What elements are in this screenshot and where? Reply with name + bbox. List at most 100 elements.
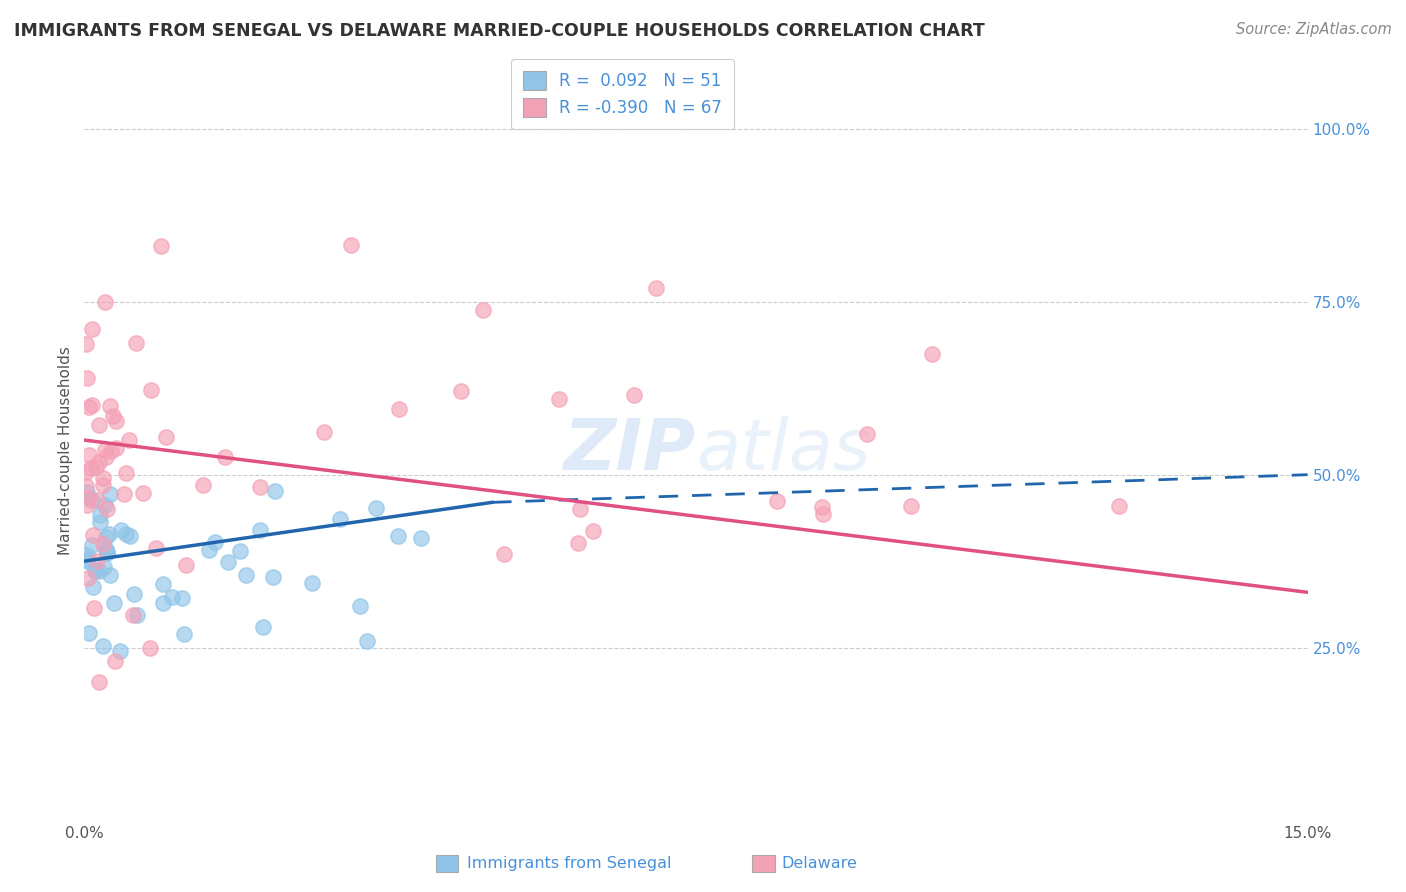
Point bbox=[264, 484, 287, 499]
Point bbox=[118, 529, 141, 543]
Point bbox=[138, 640, 160, 655]
Point bbox=[150, 239, 173, 253]
Point bbox=[91, 537, 114, 551]
Point bbox=[87, 455, 110, 469]
Point bbox=[89, 508, 111, 523]
Point bbox=[191, 478, 214, 492]
Point bbox=[89, 564, 111, 578]
Point bbox=[79, 460, 101, 475]
Point bbox=[94, 530, 117, 544]
Point bbox=[80, 539, 103, 553]
Point bbox=[77, 401, 100, 415]
Legend: R =  0.092   N = 51, R = -0.390   N = 67: R = 0.092 N = 51, R = -0.390 N = 67 bbox=[512, 59, 734, 129]
Point bbox=[811, 500, 834, 514]
Point bbox=[115, 466, 138, 480]
Point bbox=[766, 494, 789, 508]
Point bbox=[94, 442, 117, 457]
Point bbox=[811, 508, 834, 522]
Point bbox=[623, 388, 645, 402]
Point bbox=[75, 552, 97, 566]
Point bbox=[89, 417, 111, 432]
Point bbox=[314, 425, 336, 439]
Point bbox=[84, 565, 107, 579]
Point bbox=[98, 399, 121, 413]
Point bbox=[172, 591, 194, 605]
Point bbox=[91, 639, 114, 653]
Point bbox=[76, 554, 98, 568]
Point bbox=[80, 399, 103, 413]
Point bbox=[76, 491, 98, 505]
Point bbox=[198, 543, 221, 558]
Point bbox=[98, 568, 121, 582]
Point bbox=[644, 281, 666, 295]
Point bbox=[96, 541, 118, 556]
Point bbox=[110, 644, 132, 658]
Point bbox=[76, 371, 98, 385]
Point bbox=[387, 529, 409, 543]
Point bbox=[235, 568, 257, 582]
Point bbox=[174, 558, 197, 572]
Point bbox=[547, 392, 569, 406]
Point bbox=[93, 559, 115, 574]
Point bbox=[77, 448, 100, 462]
Point bbox=[86, 554, 108, 568]
Point bbox=[75, 479, 97, 493]
Point bbox=[252, 620, 274, 634]
Point bbox=[301, 576, 323, 591]
Point bbox=[103, 409, 125, 423]
Point bbox=[82, 581, 104, 595]
Point bbox=[125, 335, 148, 350]
Point bbox=[96, 502, 118, 516]
Point bbox=[122, 607, 145, 622]
Point bbox=[76, 570, 98, 584]
Point bbox=[349, 599, 371, 613]
Text: IMMIGRANTS FROM SENEGAL VS DELAWARE MARRIED-COUPLE HOUSEHOLDS CORRELATION CHART: IMMIGRANTS FROM SENEGAL VS DELAWARE MARR… bbox=[14, 22, 984, 40]
Point bbox=[217, 555, 239, 569]
Point bbox=[155, 430, 177, 444]
Point bbox=[214, 450, 236, 464]
Text: ZIP: ZIP bbox=[564, 416, 696, 485]
Point bbox=[97, 527, 120, 541]
Text: Immigrants from Senegal: Immigrants from Senegal bbox=[467, 856, 671, 871]
Point bbox=[900, 500, 922, 514]
Point bbox=[96, 546, 118, 560]
Point bbox=[1108, 499, 1130, 513]
Point bbox=[100, 444, 122, 458]
Point bbox=[82, 492, 104, 507]
Point bbox=[568, 501, 591, 516]
Text: Source: ZipAtlas.com: Source: ZipAtlas.com bbox=[1236, 22, 1392, 37]
Point bbox=[152, 597, 174, 611]
Point bbox=[118, 434, 141, 448]
Point bbox=[84, 460, 107, 475]
Point bbox=[339, 238, 361, 252]
Point bbox=[104, 655, 127, 669]
Point bbox=[249, 523, 271, 537]
Point bbox=[152, 577, 174, 591]
Point bbox=[76, 498, 98, 512]
Point bbox=[582, 524, 605, 538]
Point bbox=[141, 383, 163, 397]
Point bbox=[131, 486, 153, 500]
Point bbox=[262, 570, 284, 584]
Point bbox=[98, 487, 121, 501]
Y-axis label: Married-couple Households: Married-couple Households bbox=[58, 346, 73, 555]
Point bbox=[112, 487, 135, 501]
Point bbox=[122, 587, 145, 601]
Text: atlas: atlas bbox=[696, 416, 870, 485]
Point bbox=[82, 322, 104, 336]
Point bbox=[89, 515, 111, 529]
Point bbox=[86, 493, 108, 508]
Point bbox=[160, 590, 183, 604]
Point bbox=[75, 337, 97, 351]
Point bbox=[94, 498, 117, 512]
Point bbox=[76, 548, 98, 562]
Point bbox=[409, 531, 432, 545]
Point bbox=[103, 596, 125, 610]
Point bbox=[472, 303, 495, 318]
Point bbox=[83, 563, 105, 577]
Point bbox=[110, 523, 132, 537]
Point bbox=[82, 528, 104, 542]
Text: Delaware: Delaware bbox=[782, 856, 858, 871]
Point bbox=[173, 627, 195, 641]
Point bbox=[94, 450, 117, 464]
